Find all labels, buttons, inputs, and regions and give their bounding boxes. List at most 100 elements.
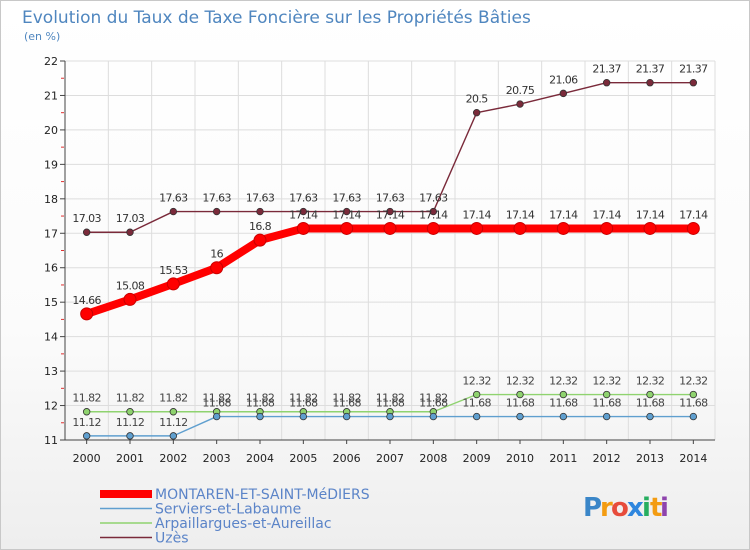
data-point <box>472 390 481 399</box>
data-point <box>299 207 308 216</box>
data-point <box>689 79 698 87</box>
data-point <box>212 412 221 421</box>
data-point <box>686 221 700 235</box>
data-label: 17.14 <box>419 208 448 221</box>
data-point <box>342 207 351 216</box>
data-point <box>429 207 438 216</box>
data-label: 12.32 <box>679 375 708 388</box>
data-label: 11.82 <box>202 392 231 405</box>
data-label: 17.63 <box>376 192 405 205</box>
x-tick-label: 2001 <box>116 452 144 465</box>
logo-letter: i <box>660 493 669 523</box>
data-point <box>299 412 308 421</box>
data-label: 11.12 <box>116 416 145 429</box>
chart-subtitle: (en %) <box>24 30 60 43</box>
data-point <box>82 228 91 236</box>
x-tick-label: 2002 <box>159 452 187 465</box>
data-point <box>513 221 527 235</box>
logo-letter: r <box>600 493 613 523</box>
data-label: 21.37 <box>679 63 708 76</box>
data-label: 16 <box>210 248 223 261</box>
data-point <box>169 432 178 440</box>
data-label: 17.14 <box>636 208 665 221</box>
x-tick-label: 2007 <box>376 452 404 465</box>
y-tick-label: 13 <box>44 365 58 378</box>
data-label: 17.03 <box>116 212 145 225</box>
x-tick-label: 2008 <box>419 452 447 465</box>
data-point <box>386 207 394 216</box>
data-label: 11.68 <box>332 397 361 410</box>
data-point <box>82 432 91 440</box>
data-label: 11.82 <box>332 392 361 405</box>
data-point <box>646 390 654 399</box>
data-label: 17.14 <box>679 208 708 221</box>
data-label: 17.14 <box>332 208 361 221</box>
x-tick-label: 2004 <box>246 452 274 465</box>
y-tick-label: 17 <box>44 227 58 240</box>
data-label: 11.82 <box>246 392 275 405</box>
data-point <box>383 221 397 235</box>
data-label: 17.14 <box>289 208 318 221</box>
axes: 11 12 13 14 15 16 17 18 19 20 21 22 2000 2001 2002 2003… <box>44 55 715 465</box>
y-tick-label: 12 <box>44 400 58 413</box>
y-tick-label: 19 <box>44 158 58 171</box>
x-tick-label: 2003 <box>203 452 231 465</box>
data-label: 17.14 <box>376 208 405 221</box>
data-label: 12.32 <box>636 375 665 388</box>
data-label: 17.63 <box>246 192 275 205</box>
data-label: 17.63 <box>332 192 361 205</box>
data-label: 11.82 <box>72 392 101 405</box>
data-label: 11.68 <box>549 397 578 410</box>
data-label: 11.68 <box>419 397 448 410</box>
data-label: 11.82 <box>419 392 448 405</box>
y-tick-label: 20 <box>44 124 58 137</box>
data-label: 12.32 <box>592 375 621 388</box>
data-label: 17.63 <box>289 192 318 205</box>
data-point <box>602 79 611 87</box>
data-point <box>472 108 481 117</box>
data-label: 20.75 <box>506 84 535 97</box>
data-label: 17.63 <box>419 192 448 205</box>
data-label: 11.68 <box>592 397 621 410</box>
data-point <box>559 390 568 399</box>
data-point <box>516 412 524 421</box>
chart-title: Evolution du Taux de Taxe Foncière sur l… <box>22 8 531 28</box>
data-point <box>689 390 698 399</box>
data-label: 17.63 <box>202 192 231 205</box>
data-point <box>600 221 614 235</box>
x-tick-label: 2012 <box>593 452 621 465</box>
x-tick-label: 2009 <box>463 452 491 465</box>
data-label: 11.68 <box>376 397 405 410</box>
data-label: 11.68 <box>679 397 708 410</box>
legend-label: Serviers-et-Labaume <box>155 502 301 518</box>
data-label: 11.68 <box>506 397 535 410</box>
data-label: 12.32 <box>462 375 491 388</box>
x-tick-label: 2000 <box>73 452 101 465</box>
y-tick-label: 16 <box>44 262 58 275</box>
data-point <box>559 412 568 421</box>
data-point <box>516 100 524 108</box>
x-tick-label: 2006 <box>333 452 361 465</box>
logo-letter: o <box>611 493 629 523</box>
data-point <box>602 390 611 399</box>
data-point <box>256 207 264 216</box>
legend: MONTAREN-ET-SAINT-MéDIERSServiers-et-Lab… <box>100 487 370 547</box>
data-point <box>516 390 524 399</box>
x-tick-label: 2011 <box>549 452 577 465</box>
data-point <box>646 412 654 421</box>
data-point <box>643 221 657 235</box>
data-label: 21.37 <box>636 63 665 76</box>
data-point <box>342 412 351 421</box>
legend-label: Arpaillargues-et-Aureillac <box>155 516 332 532</box>
data-point <box>169 408 178 416</box>
data-point <box>166 277 180 291</box>
data-label: 17.14 <box>592 208 621 221</box>
data-point <box>212 207 221 216</box>
data-point <box>123 292 137 306</box>
data-label: 11.68 <box>202 397 231 410</box>
data-label: 17.14 <box>549 208 578 221</box>
data-label: 17.63 <box>159 192 188 205</box>
